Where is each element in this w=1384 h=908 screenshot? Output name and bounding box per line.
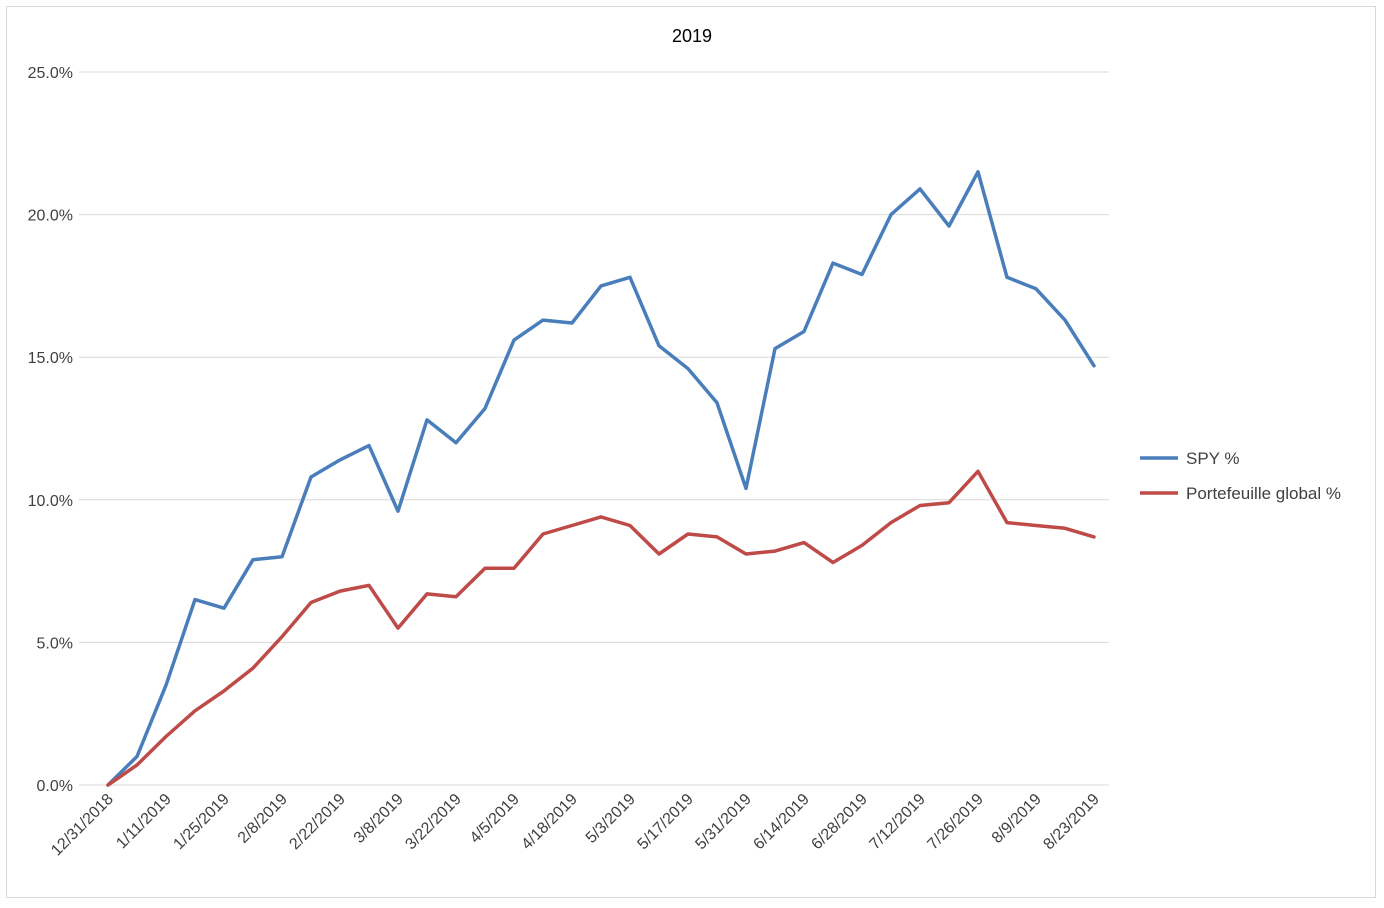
x-tick-label: 6/14/2019: [750, 791, 812, 853]
series-lines: [106, 170, 1096, 787]
legend-label: Portefeuille global %: [1186, 484, 1341, 503]
x-tick-label: 4/18/2019: [518, 791, 580, 853]
x-tick-label: 3/22/2019: [402, 791, 464, 853]
x-tick-label: 8/23/2019: [1040, 791, 1102, 853]
y-tick-label: 20.0%: [28, 208, 73, 225]
x-tick-label: 5/17/2019: [634, 791, 696, 853]
series-line-2: [106, 469, 1096, 787]
series-line-1: [106, 170, 1096, 787]
x-tick-label: 3/8/2019: [351, 791, 407, 847]
x-tick-label: 5/31/2019: [692, 791, 754, 853]
x-tick-label: 7/26/2019: [924, 791, 986, 853]
y-tick-label: 5.0%: [37, 635, 73, 652]
gridlines: [79, 71, 1109, 786]
y-axis-ticks: 0.0% 5.0% 10.0% 15.0% 20.0% 25.0%: [28, 65, 73, 795]
x-tick-label: 1/25/2019: [170, 791, 232, 853]
y-tick-label: 25.0%: [28, 65, 73, 82]
chart-frame: [6, 6, 1376, 898]
y-tick-label: 15.0%: [28, 350, 73, 367]
legend-label: SPY %: [1186, 449, 1240, 468]
x-tick-label: 7/12/2019: [866, 791, 928, 853]
x-tick-label: 1/11/2019: [113, 791, 175, 853]
x-tick-label: 6/28/2019: [808, 791, 870, 853]
x-tick-label: 8/9/2019: [989, 791, 1045, 847]
x-tick-label: 2/22/2019: [286, 791, 348, 853]
legend: SPY % Portefeuille global %: [1140, 449, 1341, 503]
y-tick-label: 0.0%: [37, 778, 73, 795]
y-tick-label: 10.0%: [28, 493, 73, 510]
chart-title: 2019: [672, 26, 712, 46]
x-tick-label: 4/5/2019: [467, 791, 523, 847]
x-tick-label: 12/31/2018: [48, 791, 117, 860]
x-tick-label: 5/3/2019: [583, 791, 639, 847]
x-tick-label: 2/8/2019: [235, 791, 291, 847]
